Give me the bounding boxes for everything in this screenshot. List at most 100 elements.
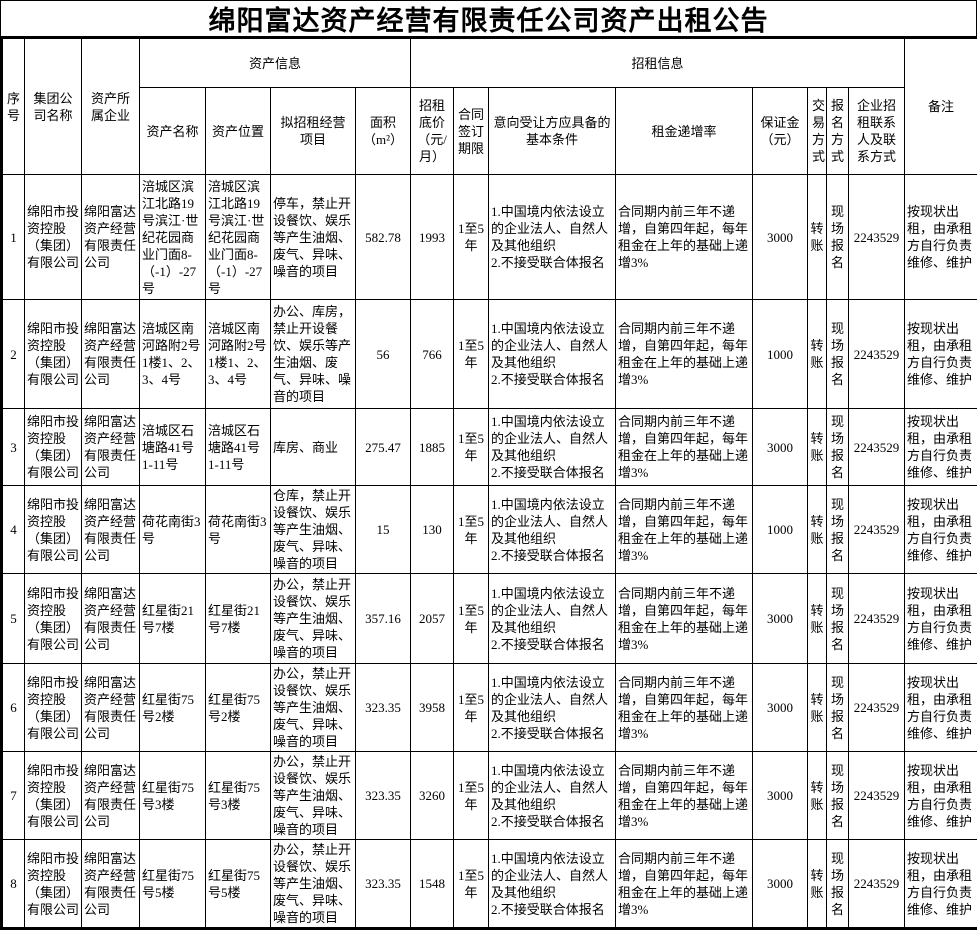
cell-asset-owner: 绵阳富达资产经营有限责任公司 bbox=[82, 664, 140, 752]
cell-area: 323.35 bbox=[356, 840, 411, 929]
cell-registration: 现场报名 bbox=[827, 175, 849, 300]
cell-asset-name: 红星街75号5楼 bbox=[140, 840, 206, 929]
cell-remarks: 按现状出租，由承租方自行负责维修、维护 bbox=[905, 752, 977, 840]
cell-remarks: 按现状出租，由承租方自行负责维修、维护 bbox=[905, 664, 977, 752]
cell-registration: 现场报名 bbox=[827, 840, 849, 929]
cell-area: 357.16 bbox=[356, 574, 411, 664]
cell-asset-owner: 绵阳富达资产经营有限责任公司 bbox=[82, 175, 140, 300]
cell-conditions: 1.中国境内依法设立的企业法人、自然人及其他组织 2.不接受联合体报名 bbox=[489, 840, 616, 929]
cell-remarks: 按现状出租，由承租方自行负责维修、维护 bbox=[905, 175, 977, 300]
cell-area: 323.35 bbox=[356, 664, 411, 752]
cell-serial: 2 bbox=[2, 300, 25, 409]
header-serial: 序号 bbox=[2, 38, 25, 175]
cell-asset-name: 红星街75号2楼 bbox=[140, 664, 206, 752]
cell-deposit: 3000 bbox=[753, 175, 808, 300]
table-row: 4 绵阳市投资控股（集团）有限公司 绵阳富达资产经营有限责任公司 荷花南街3号 … bbox=[2, 486, 977, 574]
header-contract-term: 合同签订期限 bbox=[454, 88, 489, 175]
cell-contact: 2243529 bbox=[849, 752, 905, 840]
cell-serial: 5 bbox=[2, 574, 25, 664]
header-transaction: 交易方式 bbox=[808, 88, 827, 175]
cell-planned-business: 仓库，禁止开设餐饮、娱乐等产生油烟、废气、异味、噪音的项目 bbox=[271, 486, 356, 574]
header-group-company: 集团公司名称 bbox=[25, 38, 82, 175]
cell-registration: 现场报名 bbox=[827, 409, 849, 486]
cell-rent-increase: 合同期内前三年不递增，自第四年起，每年租金在上年的基础上递增3% bbox=[616, 486, 753, 574]
cell-serial: 1 bbox=[2, 175, 25, 300]
cell-asset-location: 涪城区石塘路41号1-11号 bbox=[206, 409, 271, 486]
cell-rent-increase: 合同期内前三年不递增，自第四年起，每年租金在上年的基础上递增3% bbox=[616, 300, 753, 409]
cell-asset-name: 红星街75号3楼 bbox=[140, 752, 206, 840]
asset-rental-table: 序号 集团公司名称 资产所属企业 资产信息 招租信息 备注 资产名称 资产位置 … bbox=[0, 36, 977, 930]
cell-serial: 8 bbox=[2, 840, 25, 929]
cell-conditions: 1.中国境内依法设立的企业法人、自然人及其他组织 2.不接受联合体报名 bbox=[489, 574, 616, 664]
cell-asset-owner: 绵阳富达资产经营有限责任公司 bbox=[82, 409, 140, 486]
cell-contract-term: 1至5年 bbox=[454, 664, 489, 752]
cell-remarks: 按现状出租，由承租方自行负责维修、维护 bbox=[905, 486, 977, 574]
cell-serial: 4 bbox=[2, 486, 25, 574]
header-conditions: 意向受让方应具备的基本条件 bbox=[489, 88, 616, 175]
cell-conditions: 1.中国境内依法设立的企业法人、自然人及其他组织 2.不接受联合体报名 bbox=[489, 409, 616, 486]
cell-contact: 2243529 bbox=[849, 664, 905, 752]
cell-planned-business: 办公，禁止开设餐饮、娱乐等产生油烟、废气、异味、噪音的项目 bbox=[271, 664, 356, 752]
page-title: 绵阳富达资产经营有限责任公司资产出租公告 bbox=[0, 0, 977, 36]
cell-area: 15 bbox=[356, 486, 411, 574]
cell-deposit: 1000 bbox=[753, 300, 808, 409]
cell-transaction: 转账 bbox=[808, 300, 827, 409]
cell-deposit: 3000 bbox=[753, 840, 808, 929]
table-row: 3 绵阳市投资控股（集团）有限公司 绵阳富达资产经营有限责任公司 涪城区石塘路4… bbox=[2, 409, 977, 486]
cell-remarks: 按现状出租，由承租方自行负责维修、维护 bbox=[905, 409, 977, 486]
cell-contact: 2243529 bbox=[849, 175, 905, 300]
table-row: 5 绵阳市投资控股（集团）有限公司 绵阳富达资产经营有限责任公司 红星街21号7… bbox=[2, 574, 977, 664]
cell-transaction: 转账 bbox=[808, 664, 827, 752]
cell-contact: 2243529 bbox=[849, 300, 905, 409]
header-area: 面积（m²） bbox=[356, 88, 411, 175]
cell-planned-business: 办公，禁止开设餐饮、娱乐等产生油烟、废气、异味、噪音的项目 bbox=[271, 840, 356, 929]
cell-asset-owner: 绵阳富达资产经营有限责任公司 bbox=[82, 752, 140, 840]
table-row: 7 绵阳市投资控股（集团）有限公司 绵阳富达资产经营有限责任公司 红星街75号3… bbox=[2, 752, 977, 840]
table-row: 2 绵阳市投资控股（集团）有限公司 绵阳富达资产经营有限责任公司 涪城区南河路附… bbox=[2, 300, 977, 409]
header-remarks: 备注 bbox=[905, 38, 977, 175]
header-rent-increase: 租金递增率 bbox=[616, 88, 753, 175]
table-row: 6 绵阳市投资控股（集团）有限公司 绵阳富达资产经营有限责任公司 红星街75号2… bbox=[2, 664, 977, 752]
header-contact: 企业招租联系人及联系方式 bbox=[849, 88, 905, 175]
cell-asset-name: 涪城区石塘路41号1-11号 bbox=[140, 409, 206, 486]
cell-transaction: 转账 bbox=[808, 175, 827, 300]
cell-contract-term: 1至5年 bbox=[454, 175, 489, 300]
cell-asset-location: 红星街75号5楼 bbox=[206, 840, 271, 929]
cell-asset-owner: 绵阳富达资产经营有限责任公司 bbox=[82, 486, 140, 574]
cell-transaction: 转账 bbox=[808, 409, 827, 486]
cell-planned-business: 停车，禁止开设餐饮、娱乐等产生油烟、废气、异味、噪音的项目 bbox=[271, 175, 356, 300]
cell-conditions: 1.中国境内依法设立的企业法人、自然人及其他组织 2.不接受联合体报名 bbox=[489, 300, 616, 409]
cell-asset-location: 红星街21号7楼 bbox=[206, 574, 271, 664]
cell-registration: 现场报名 bbox=[827, 300, 849, 409]
cell-rent-increase: 合同期内前三年不递增，自第四年起，每年租金在上年的基础上递增3% bbox=[616, 664, 753, 752]
cell-transaction: 转账 bbox=[808, 486, 827, 574]
cell-contract-term: 1至5年 bbox=[454, 486, 489, 574]
cell-registration: 现场报名 bbox=[827, 486, 849, 574]
cell-area: 275.47 bbox=[356, 409, 411, 486]
cell-conditions: 1.中国境内依法设立的企业法人、自然人及其他组织 2.不接受联合体报名 bbox=[489, 175, 616, 300]
cell-contract-term: 1至5年 bbox=[454, 574, 489, 664]
header-asset-location: 资产位置 bbox=[206, 88, 271, 175]
cell-rent-increase: 合同期内前三年不递增，自第四年起，每年租金在上年的基础上递增3% bbox=[616, 840, 753, 929]
cell-asset-location: 涪城区南河路附2号1楼1、2、3、4号 bbox=[206, 300, 271, 409]
cell-serial: 6 bbox=[2, 664, 25, 752]
cell-serial: 3 bbox=[2, 409, 25, 486]
cell-asset-location: 红星街75号2楼 bbox=[206, 664, 271, 752]
cell-serial: 7 bbox=[2, 752, 25, 840]
table-row: 8 绵阳市投资控股（集团）有限公司 绵阳富达资产经营有限责任公司 红星街75号5… bbox=[2, 840, 977, 929]
header-registration: 报名方式 bbox=[827, 88, 849, 175]
table-row: 1 绵阳市投资控股（集团）有限公司 绵阳富达资产经营有限责任公司 涪城区滨江北路… bbox=[2, 175, 977, 300]
cell-deposit: 1000 bbox=[753, 486, 808, 574]
cell-asset-owner: 绵阳富达资产经营有限责任公司 bbox=[82, 574, 140, 664]
cell-base-price: 1548 bbox=[411, 840, 454, 929]
cell-remarks: 按现状出租，由承租方自行负责维修、维护 bbox=[905, 574, 977, 664]
cell-planned-business: 办公，禁止开设餐饮、娱乐等产生油烟、废气、异味、噪音的项目 bbox=[271, 574, 356, 664]
cell-group-company: 绵阳市投资控股（集团）有限公司 bbox=[25, 752, 82, 840]
cell-rent-increase: 合同期内前三年不递增，自第四年起，每年租金在上年的基础上递增3% bbox=[616, 574, 753, 664]
cell-deposit: 3000 bbox=[753, 409, 808, 486]
header-deposit: 保证金（元） bbox=[753, 88, 808, 175]
cell-registration: 现场报名 bbox=[827, 752, 849, 840]
cell-group-company: 绵阳市投资控股（集团）有限公司 bbox=[25, 409, 82, 486]
cell-area: 56 bbox=[356, 300, 411, 409]
